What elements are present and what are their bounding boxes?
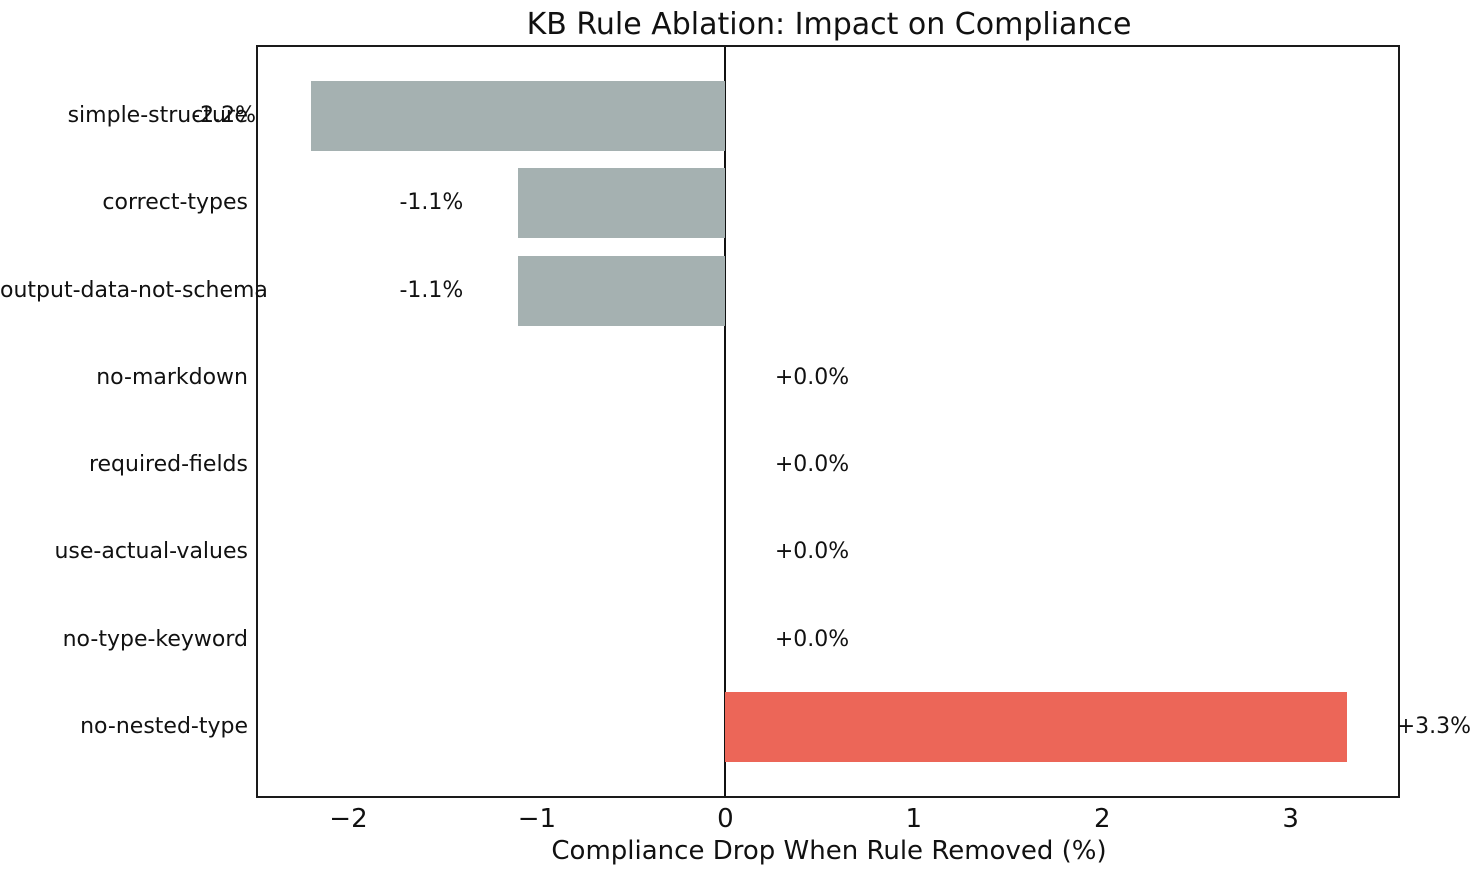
x-axis-label: Compliance Drop When Rule Removed (%) (551, 836, 1107, 866)
bar (518, 168, 726, 239)
bar-label: -1.1% (399, 190, 464, 216)
plot-area (256, 45, 1400, 798)
x-tick-mark (0, 16, 2, 25)
y-tick-label: simple-structure (67, 102, 248, 128)
bar-label: +0.0% (774, 364, 850, 390)
x-tick-label: −2 (329, 804, 368, 834)
x-tick-mark (0, 25, 2, 34)
y-tick-label: no-type-keyword (62, 626, 248, 652)
y-tick-label: correct-types (102, 190, 248, 216)
y-tick-label: output-data-not-schema (0, 277, 268, 303)
x-tick-mark (0, 61, 2, 70)
y-tick-label: use-actual-values (54, 539, 248, 565)
bar-label: +0.0% (774, 539, 850, 565)
x-tick-mark (0, 34, 2, 43)
zero-line (724, 47, 727, 796)
y-tick-label: no-nested-type (80, 714, 248, 740)
y-tick-label: no-markdown (96, 364, 248, 390)
bar-label: +3.3% (1396, 714, 1472, 740)
bar-label: +0.0% (774, 626, 850, 652)
x-tick-mark (0, 43, 2, 52)
bar (518, 255, 726, 326)
bar-label: -1.1% (399, 277, 464, 303)
x-tick-mark (0, 52, 2, 61)
x-tick-label: −1 (517, 804, 557, 834)
bar-label: +0.0% (774, 452, 850, 478)
x-tick-label: 2 (1093, 804, 1111, 834)
x-tick-label: 0 (717, 804, 734, 834)
bar (725, 692, 1348, 763)
x-tick-label: 3 (1282, 804, 1299, 834)
bar-label: -2.2% (192, 102, 256, 128)
y-tick-label: required-fields (88, 452, 248, 478)
chart-title: KB Rule Ablation: Impact on Compliance (526, 7, 1132, 42)
bar (310, 80, 726, 151)
x-tick-label: 1 (905, 804, 923, 834)
